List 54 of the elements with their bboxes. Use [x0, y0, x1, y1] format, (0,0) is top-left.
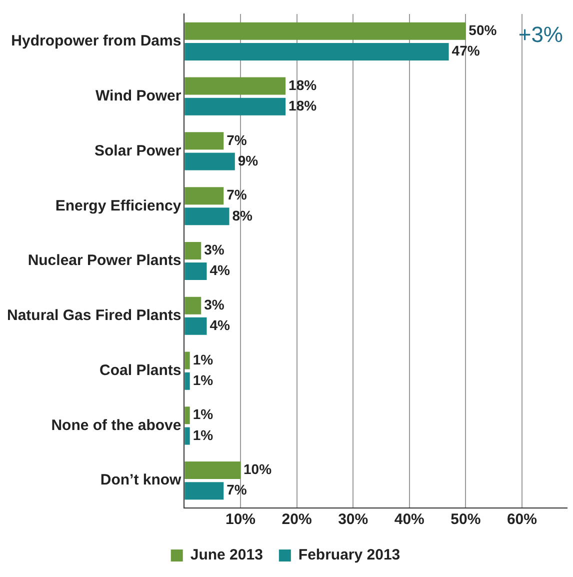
- bar: [184, 462, 241, 480]
- data-label: 4%: [210, 317, 231, 334]
- bar: [184, 372, 190, 390]
- data-label: 7%: [226, 132, 248, 148]
- bar: [184, 152, 235, 170]
- data-label: 1%: [192, 406, 214, 422]
- bar: [184, 296, 202, 314]
- data-label: 1%: [192, 426, 214, 443]
- bar: [184, 352, 190, 370]
- y-tick-label: None of the above: [51, 416, 182, 434]
- data-label: 10%: [244, 461, 272, 478]
- data-label: 18%: [288, 97, 318, 114]
- data-label: 7%: [226, 186, 248, 203]
- bar: [184, 242, 202, 260]
- y-tick-label: Nuclear Power Plants: [28, 252, 182, 270]
- bar: [184, 77, 286, 95]
- bar: [184, 187, 224, 205]
- x-tick-label: 60%: [506, 511, 537, 528]
- y-tick-label: Solar Power: [94, 142, 182, 160]
- bar: [184, 22, 466, 40]
- data-label: 3%: [204, 242, 225, 258]
- data-label: 50%: [468, 22, 498, 38]
- bar: [184, 427, 190, 445]
- data-label: 47%: [452, 42, 480, 59]
- data-label: 7%: [226, 482, 248, 498]
- bar: [184, 262, 207, 280]
- bar: [184, 132, 224, 150]
- x-tick-label: 10%: [225, 511, 256, 528]
- y-tick-label: Coal Plants: [100, 362, 182, 379]
- data-label: 9%: [238, 152, 259, 168]
- y-tick-label: Hydropower from Dams: [11, 32, 182, 50]
- y-tick-label: Natural Gas Fired Plants: [6, 307, 182, 324]
- bar: [184, 98, 286, 116]
- data-label: 3%: [204, 296, 225, 312]
- y-tick-label: Don’t know: [100, 472, 182, 489]
- bar: [184, 406, 190, 424]
- x-tick-label: 30%: [338, 511, 368, 528]
- data-label: 18%: [288, 76, 318, 93]
- x-tick-label: 40%: [394, 511, 424, 528]
- bar: [184, 482, 224, 500]
- data-label: 1%: [192, 351, 214, 368]
- data-label: 1%: [192, 372, 214, 388]
- bar: [184, 317, 207, 335]
- data-label: 4%: [210, 262, 231, 278]
- data-label: 8%: [232, 207, 254, 224]
- y-tick-label: Wind Power: [96, 87, 182, 104]
- annotation: +3%: [518, 22, 563, 48]
- legend-label: February 2013: [298, 546, 400, 564]
- x-tick-label: 50%: [450, 511, 481, 528]
- y-tick-label: Energy Efficiency: [55, 197, 182, 214]
- bar: [184, 42, 449, 60]
- bar: [184, 208, 230, 226]
- legend-label: June 2013: [190, 546, 263, 564]
- x-tick-label: 20%: [282, 511, 312, 528]
